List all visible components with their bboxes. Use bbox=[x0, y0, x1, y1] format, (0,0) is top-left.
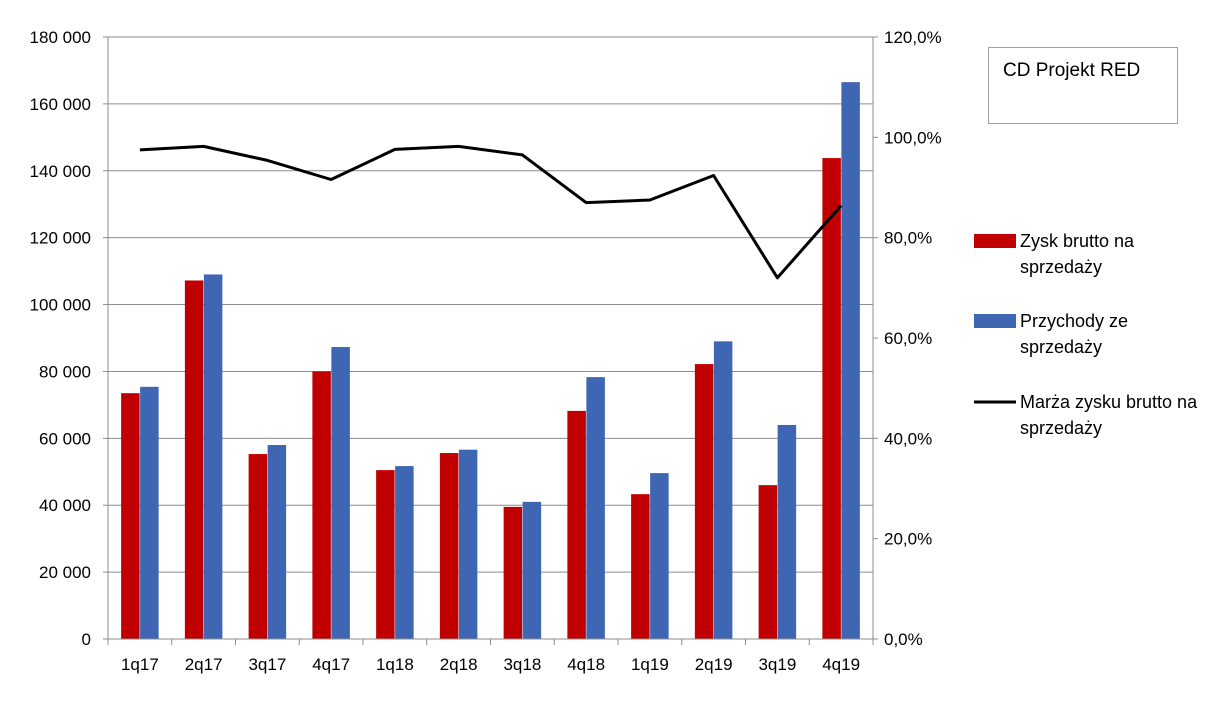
bar-revenue bbox=[140, 386, 159, 639]
category-label: 1q17 bbox=[121, 655, 159, 674]
bar-revenue bbox=[331, 347, 350, 639]
bar-gross-profit bbox=[567, 410, 586, 639]
right-tick-label: 100,0% bbox=[884, 128, 942, 147]
right-tick-label: 0,0% bbox=[884, 630, 923, 649]
legend-swatch-revenue bbox=[974, 314, 1016, 328]
category-label: 3q17 bbox=[248, 655, 286, 674]
bar-gross-profit bbox=[184, 280, 204, 639]
left-tick-label: 80 000 bbox=[39, 362, 91, 381]
bar-revenue bbox=[267, 445, 287, 639]
bar-revenue bbox=[586, 377, 605, 639]
category-label: 2q19 bbox=[695, 655, 733, 674]
left-tick-label: 0 bbox=[82, 630, 91, 649]
right-tick-label: 60,0% bbox=[884, 329, 932, 348]
left-tick-label: 140 000 bbox=[30, 162, 91, 181]
bar-gross-profit bbox=[758, 485, 778, 639]
right-tick-label: 20,0% bbox=[884, 530, 932, 549]
right-tick-label: 120,0% bbox=[884, 28, 942, 47]
bar-revenue bbox=[458, 449, 478, 639]
legend: Zysk brutto na sprzedaży Przychody ze sprze… bbox=[974, 231, 1198, 438]
bar-revenue bbox=[650, 473, 669, 639]
category-label: 3q18 bbox=[503, 655, 541, 674]
chart-title-box: CD Projekt RED bbox=[988, 47, 1178, 124]
right-axis-ticks: 0,0% 20,0% 40,0% 60,0% 80,0% 100,0% 120,0% bbox=[884, 28, 942, 649]
gridlines bbox=[108, 36, 873, 573]
chart-title: CD Projekt RED bbox=[1003, 60, 1141, 81]
left-axis-ticks: 0 20 000 40 000 60 000 80 000 100 000 120 000 1… bbox=[30, 28, 91, 649]
bar-gross-profit bbox=[822, 158, 841, 639]
bars bbox=[121, 82, 860, 639]
margin-series-line bbox=[139, 144, 843, 280]
bar-gross-profit bbox=[121, 393, 140, 639]
bar-revenue bbox=[395, 466, 414, 639]
left-tick-label: 160 000 bbox=[30, 95, 91, 114]
left-tick-label: 40 000 bbox=[39, 496, 91, 515]
bar-revenue bbox=[841, 82, 860, 639]
left-tick-label: 60 000 bbox=[39, 429, 91, 448]
right-tick-label: 40,0% bbox=[884, 429, 932, 448]
right-tick-label: 80,0% bbox=[884, 229, 932, 248]
legend-label: Marża zysku brutto na bbox=[1020, 392, 1198, 412]
legend-label: sprzedaży bbox=[1020, 337, 1102, 357]
bar-revenue bbox=[777, 424, 797, 639]
category-label: 3q19 bbox=[758, 655, 796, 674]
bar-revenue bbox=[713, 341, 733, 639]
category-label: 2q18 bbox=[440, 655, 478, 674]
category-label: 4q19 bbox=[822, 655, 860, 674]
legend-label: Przychody ze bbox=[1020, 311, 1128, 331]
category-label: 1q18 bbox=[376, 655, 414, 674]
legend-label: sprzedaży bbox=[1020, 418, 1102, 438]
legend-label: Zysk brutto na bbox=[1020, 231, 1135, 251]
bar-gross-profit bbox=[376, 470, 395, 639]
bar-revenue bbox=[203, 274, 223, 639]
legend-label: sprzedaży bbox=[1020, 257, 1102, 277]
left-tick-label: 120 000 bbox=[30, 229, 91, 248]
axes bbox=[103, 36, 878, 645]
bar-gross-profit bbox=[439, 453, 459, 639]
x-axis-ticks: 1q17 2q17 3q17 4q17 1q18 2q18 3q18 4q18 1q19 2q19… bbox=[121, 655, 860, 674]
bar-gross-profit bbox=[312, 371, 331, 639]
bar-gross-profit bbox=[631, 494, 650, 639]
category-label: 4q17 bbox=[312, 655, 350, 674]
legend-swatch-gross-profit bbox=[974, 234, 1016, 248]
left-tick-label: 180 000 bbox=[30, 28, 91, 47]
bar-gross-profit bbox=[694, 364, 714, 639]
bar-gross-profit bbox=[503, 506, 523, 639]
bar-gross-profit bbox=[248, 454, 268, 639]
bar-revenue bbox=[522, 501, 542, 639]
category-label: 1q19 bbox=[631, 655, 669, 674]
left-tick-label: 100 000 bbox=[30, 296, 91, 315]
category-label: 2q17 bbox=[185, 655, 223, 674]
category-label: 4q18 bbox=[567, 655, 605, 674]
margin-line bbox=[139, 144, 843, 280]
left-tick-label: 20 000 bbox=[39, 563, 91, 582]
